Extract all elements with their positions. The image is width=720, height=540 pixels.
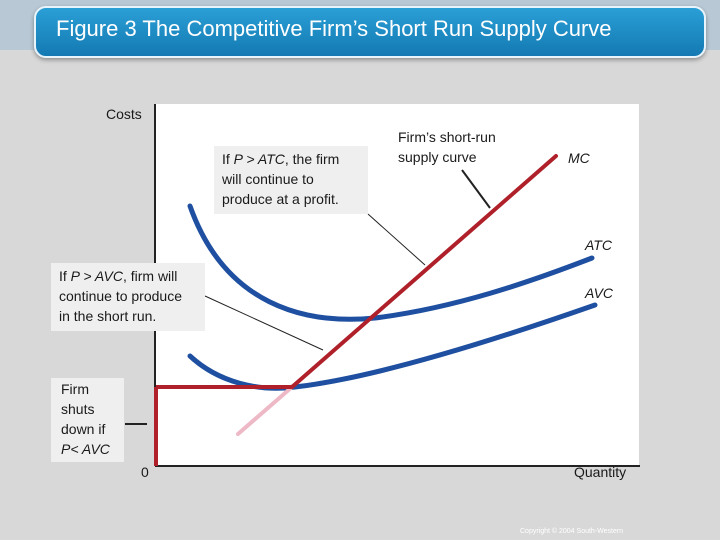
profit-note: If P > ATC, the firm will continue to pr… — [214, 146, 368, 214]
profit-note-line2: will continue to — [222, 171, 314, 187]
profit-note-l1-post: , the firm — [284, 151, 340, 167]
mc-label: MC — [568, 150, 590, 166]
short-run-note-line2: continue to produce — [59, 288, 182, 304]
supply-curve-pointer — [461, 169, 491, 209]
short-run-note-line1: If P > AVC, firm will — [59, 266, 205, 286]
short-run-note-l1-pre: If — [59, 268, 71, 284]
profit-note-line3: produce at a profit. — [222, 191, 339, 207]
shutdown-note-line3: down if — [61, 421, 106, 437]
atc-label: ATC — [585, 237, 612, 253]
short-run-note-l1-em: P > AVC — [70, 268, 123, 284]
origin-label: 0 — [141, 464, 149, 480]
supply-curve-annotation-line2: supply curve — [398, 149, 477, 165]
short-run-note-line3: in the short run. — [59, 308, 157, 324]
mc-curve-below-avc — [236, 385, 294, 436]
profit-note-pointer — [367, 213, 426, 266]
shutdown-note-line2: shuts — [61, 401, 95, 417]
profit-note-line1: If P > ATC, the firm — [222, 149, 368, 169]
shutdown-note-line1: Firm — [61, 381, 89, 397]
short-run-note-pointer — [204, 295, 324, 351]
y-axis-label: Costs — [106, 106, 142, 122]
title-bar — [34, 6, 706, 58]
profit-note-l1-em: P > ATC — [233, 151, 285, 167]
shutdown-note-line4: P< AVC — [61, 441, 110, 457]
atc-curve — [187, 203, 595, 322]
short-run-note: If P > AVC, firm will continue to produc… — [51, 263, 205, 331]
x-axis-label: Quantity — [574, 464, 627, 480]
avc-label: AVC — [585, 285, 614, 301]
slide-title: Figure 3 The Competitive Firm’s Short Ru… — [56, 16, 612, 41]
short-run-note-l1-post: , firm will — [122, 268, 178, 284]
avc-curve — [187, 302, 598, 391]
copyright-notice: Copyright © 2004 South-Western — [520, 528, 624, 535]
supply-curve-annotation-line1: Firm’s short-run — [398, 129, 496, 145]
mc-supply-curve — [290, 154, 558, 389]
supply-curve-annotation: Firm’s short-run supply curve — [398, 127, 496, 167]
profit-note-l1-pre: If — [222, 151, 234, 167]
shutdown-note: Firm shuts down if P< AVC — [51, 378, 124, 462]
